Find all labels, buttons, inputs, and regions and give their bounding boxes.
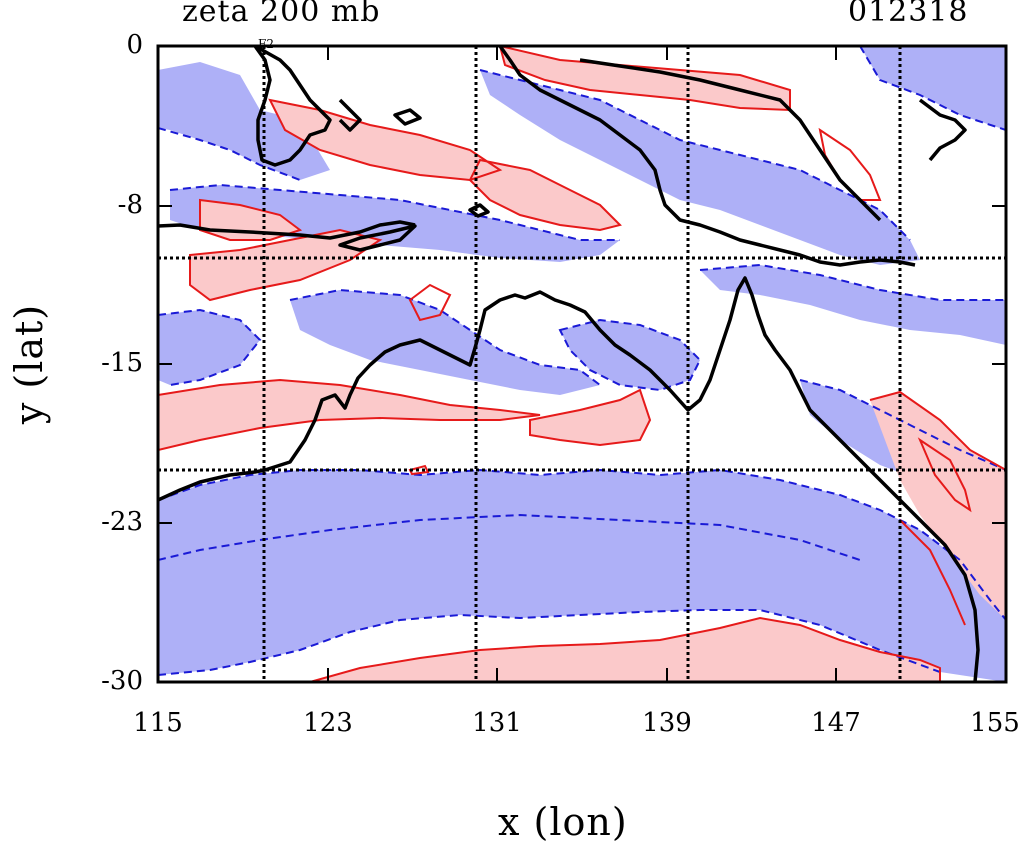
neg-contour-11 — [859, 46, 1006, 131]
coast-new-guinea-north — [579, 58, 882, 222]
pos-region-upper-left — [270, 100, 500, 180]
grid-lines — [158, 46, 1006, 682]
x-tick-label: 139 — [642, 708, 692, 738]
coast-solomon-islands — [918, 98, 967, 162]
coastline — [158, 46, 980, 682]
neg-contour-2 — [158, 609, 941, 676]
y-axis-label: y (lat) — [7, 303, 51, 425]
pos-region-center-south — [530, 390, 650, 445]
vorticity-field — [158, 46, 1006, 682]
positive-contours — [158, 46, 1006, 682]
pos-contour-1 — [309, 616, 941, 682]
neg-region-south — [158, 470, 1006, 682]
pos-contour-7 — [869, 390, 1006, 471]
y-tick-label: 0 — [126, 30, 143, 60]
neg-contour-10 — [158, 127, 301, 181]
coast-timor — [338, 224, 417, 252]
x-tick-label: 115 — [133, 708, 183, 738]
pos-region-upper-band — [470, 160, 620, 230]
neg-contour-9 — [558, 318, 702, 392]
neg-region-north-east — [860, 46, 1006, 130]
x-axis-label: x (lon) — [498, 800, 628, 844]
y-tick-label: -30 — [101, 666, 143, 696]
neg-region-north-west — [158, 62, 330, 180]
neg-region-mid-center — [290, 290, 600, 395]
y-tick-label: -23 — [101, 507, 143, 537]
neg-contour-12 — [158, 513, 861, 561]
neg-contour-4 — [699, 263, 1006, 301]
neg-region-mid-east — [700, 265, 1006, 345]
pos-region-south — [310, 618, 940, 682]
neg-contour-3 — [289, 288, 601, 386]
pos-region-west-mid — [190, 230, 380, 300]
coast-sulawesi — [338, 98, 362, 132]
neg-contour-6 — [169, 183, 620, 241]
plot-frame — [156, 44, 1008, 684]
chart-title-right: 012318 — [848, 0, 969, 29]
coast-small-island-1 — [393, 108, 422, 126]
x-tick-label: 123 — [303, 708, 353, 738]
pos-contour-5 — [158, 378, 541, 451]
pos-contour-2 — [268, 98, 503, 182]
map-label: F2 — [258, 37, 274, 51]
coast-western-australia — [158, 276, 980, 682]
neg-region-north-center — [480, 70, 920, 265]
pos-contour-14 — [408, 464, 430, 476]
coast-sumatra-java — [158, 220, 416, 240]
pos-contour-6 — [529, 388, 652, 447]
y-tick-label: -8 — [117, 190, 143, 220]
x-tick-label: 147 — [811, 708, 861, 738]
coast-new-guinea — [498, 46, 916, 267]
y-tick-label: -15 — [101, 348, 143, 378]
chart-title-left: zeta 200 mb — [182, 0, 381, 29]
pos-contour-10 — [189, 228, 383, 302]
pos-region-east — [870, 392, 1006, 620]
x-tick-label: 155 — [970, 708, 1020, 738]
pos-contour-11 — [408, 283, 452, 322]
pos-contour-9 — [917, 437, 972, 513]
negative-vorticity-regions — [158, 46, 1006, 682]
neg-contour-5 — [158, 308, 262, 386]
x-tick-label: 131 — [472, 708, 522, 738]
pos-contour-3 — [468, 158, 622, 232]
pos-contour-8 — [899, 519, 966, 626]
pos-region-west — [158, 380, 540, 450]
